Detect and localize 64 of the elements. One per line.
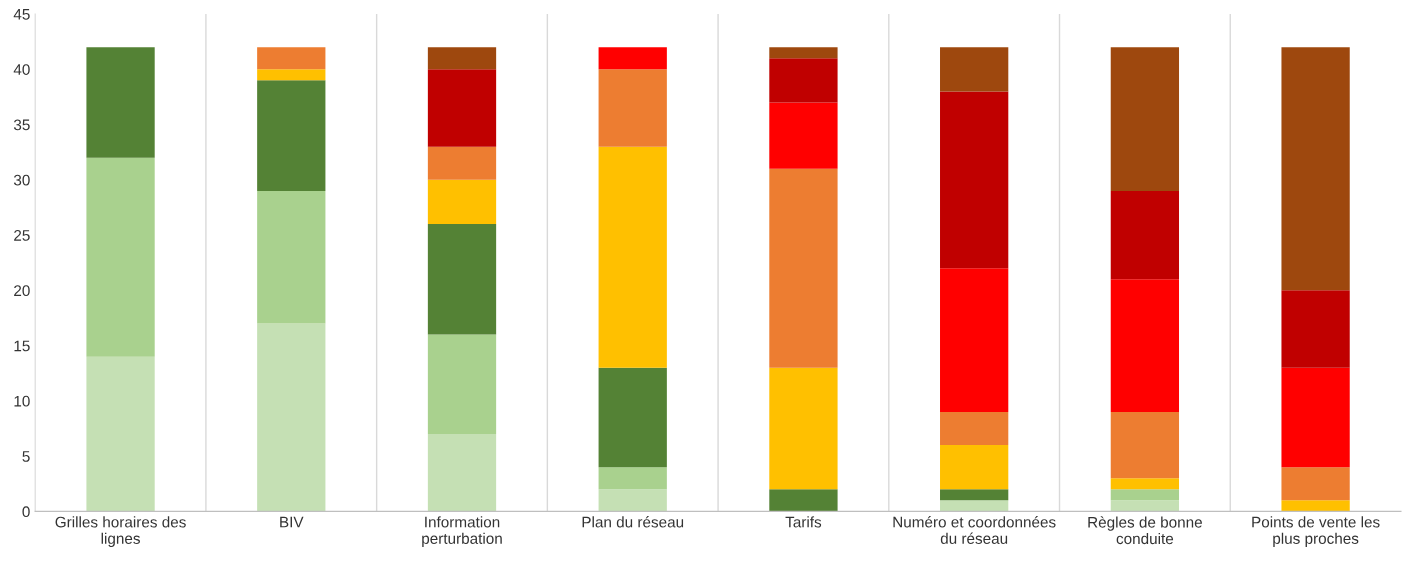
bar bbox=[598, 146, 667, 368]
bar bbox=[427, 179, 497, 225]
bar bbox=[427, 47, 497, 70]
y-tick-label: 15 bbox=[14, 340, 30, 352]
y-tick-label: 25 bbox=[14, 229, 30, 241]
bar bbox=[1110, 279, 1180, 412]
bar bbox=[427, 69, 497, 147]
bar bbox=[257, 323, 326, 512]
x-tick-label: BIV bbox=[280, 516, 304, 528]
y-tick-label: 30 bbox=[13, 174, 30, 186]
y-tick-label: 5 bbox=[22, 451, 30, 462]
x-tick-label: Information perturbation bbox=[422, 516, 502, 547]
bar bbox=[769, 367, 838, 490]
bar bbox=[598, 467, 667, 490]
bar bbox=[1110, 500, 1180, 512]
bar bbox=[257, 80, 326, 191]
x-tick-label: Numéro et coordonnées du réseau bbox=[893, 516, 1056, 544]
bar bbox=[427, 434, 497, 512]
bar bbox=[1281, 467, 1350, 501]
bar bbox=[1281, 500, 1350, 512]
bar bbox=[940, 411, 1009, 446]
bar bbox=[1110, 411, 1180, 479]
x-tick-label: Grilles horaires des lignes bbox=[55, 516, 186, 547]
bar bbox=[427, 146, 497, 180]
bar bbox=[86, 47, 155, 158]
bar bbox=[769, 58, 838, 103]
bar bbox=[1110, 190, 1180, 280]
bar bbox=[257, 190, 326, 324]
bar bbox=[86, 356, 155, 512]
bar bbox=[598, 69, 667, 147]
bar bbox=[1281, 47, 1350, 291]
bar bbox=[940, 500, 1009, 512]
bar bbox=[769, 47, 838, 59]
bar bbox=[1110, 478, 1180, 490]
bar bbox=[1110, 489, 1180, 501]
bar bbox=[769, 489, 838, 512]
bar bbox=[1281, 290, 1350, 368]
y-tick-label: 45 bbox=[13, 9, 30, 20]
x-tick-label: Tarifs bbox=[785, 516, 822, 528]
bar bbox=[86, 157, 155, 357]
bar bbox=[769, 102, 838, 169]
y-tick-label: 20 bbox=[14, 285, 30, 297]
bar bbox=[257, 47, 326, 70]
bar bbox=[940, 489, 1009, 501]
bar bbox=[257, 69, 326, 81]
bar bbox=[769, 168, 838, 368]
bar bbox=[940, 47, 1009, 92]
bar bbox=[598, 47, 667, 70]
x-tick-label: Plan du réseau bbox=[582, 516, 684, 528]
bar bbox=[598, 367, 667, 468]
x-tick-label: Règles de bonne conduite bbox=[1088, 516, 1202, 545]
y-tick-label: 40 bbox=[13, 64, 30, 75]
bar bbox=[598, 489, 667, 512]
y-tick-label: 35 bbox=[13, 119, 30, 131]
x-tick-label: Points de vente les plus proches bbox=[1252, 516, 1380, 547]
bar bbox=[1110, 47, 1180, 191]
bar bbox=[427, 224, 497, 335]
bar bbox=[1281, 367, 1350, 468]
y-tick-label: 0 bbox=[22, 506, 30, 518]
bar bbox=[940, 91, 1009, 269]
bar bbox=[940, 268, 1009, 412]
y-tick-label: 10 bbox=[14, 395, 30, 407]
bar bbox=[427, 334, 497, 435]
bar bbox=[940, 445, 1009, 490]
